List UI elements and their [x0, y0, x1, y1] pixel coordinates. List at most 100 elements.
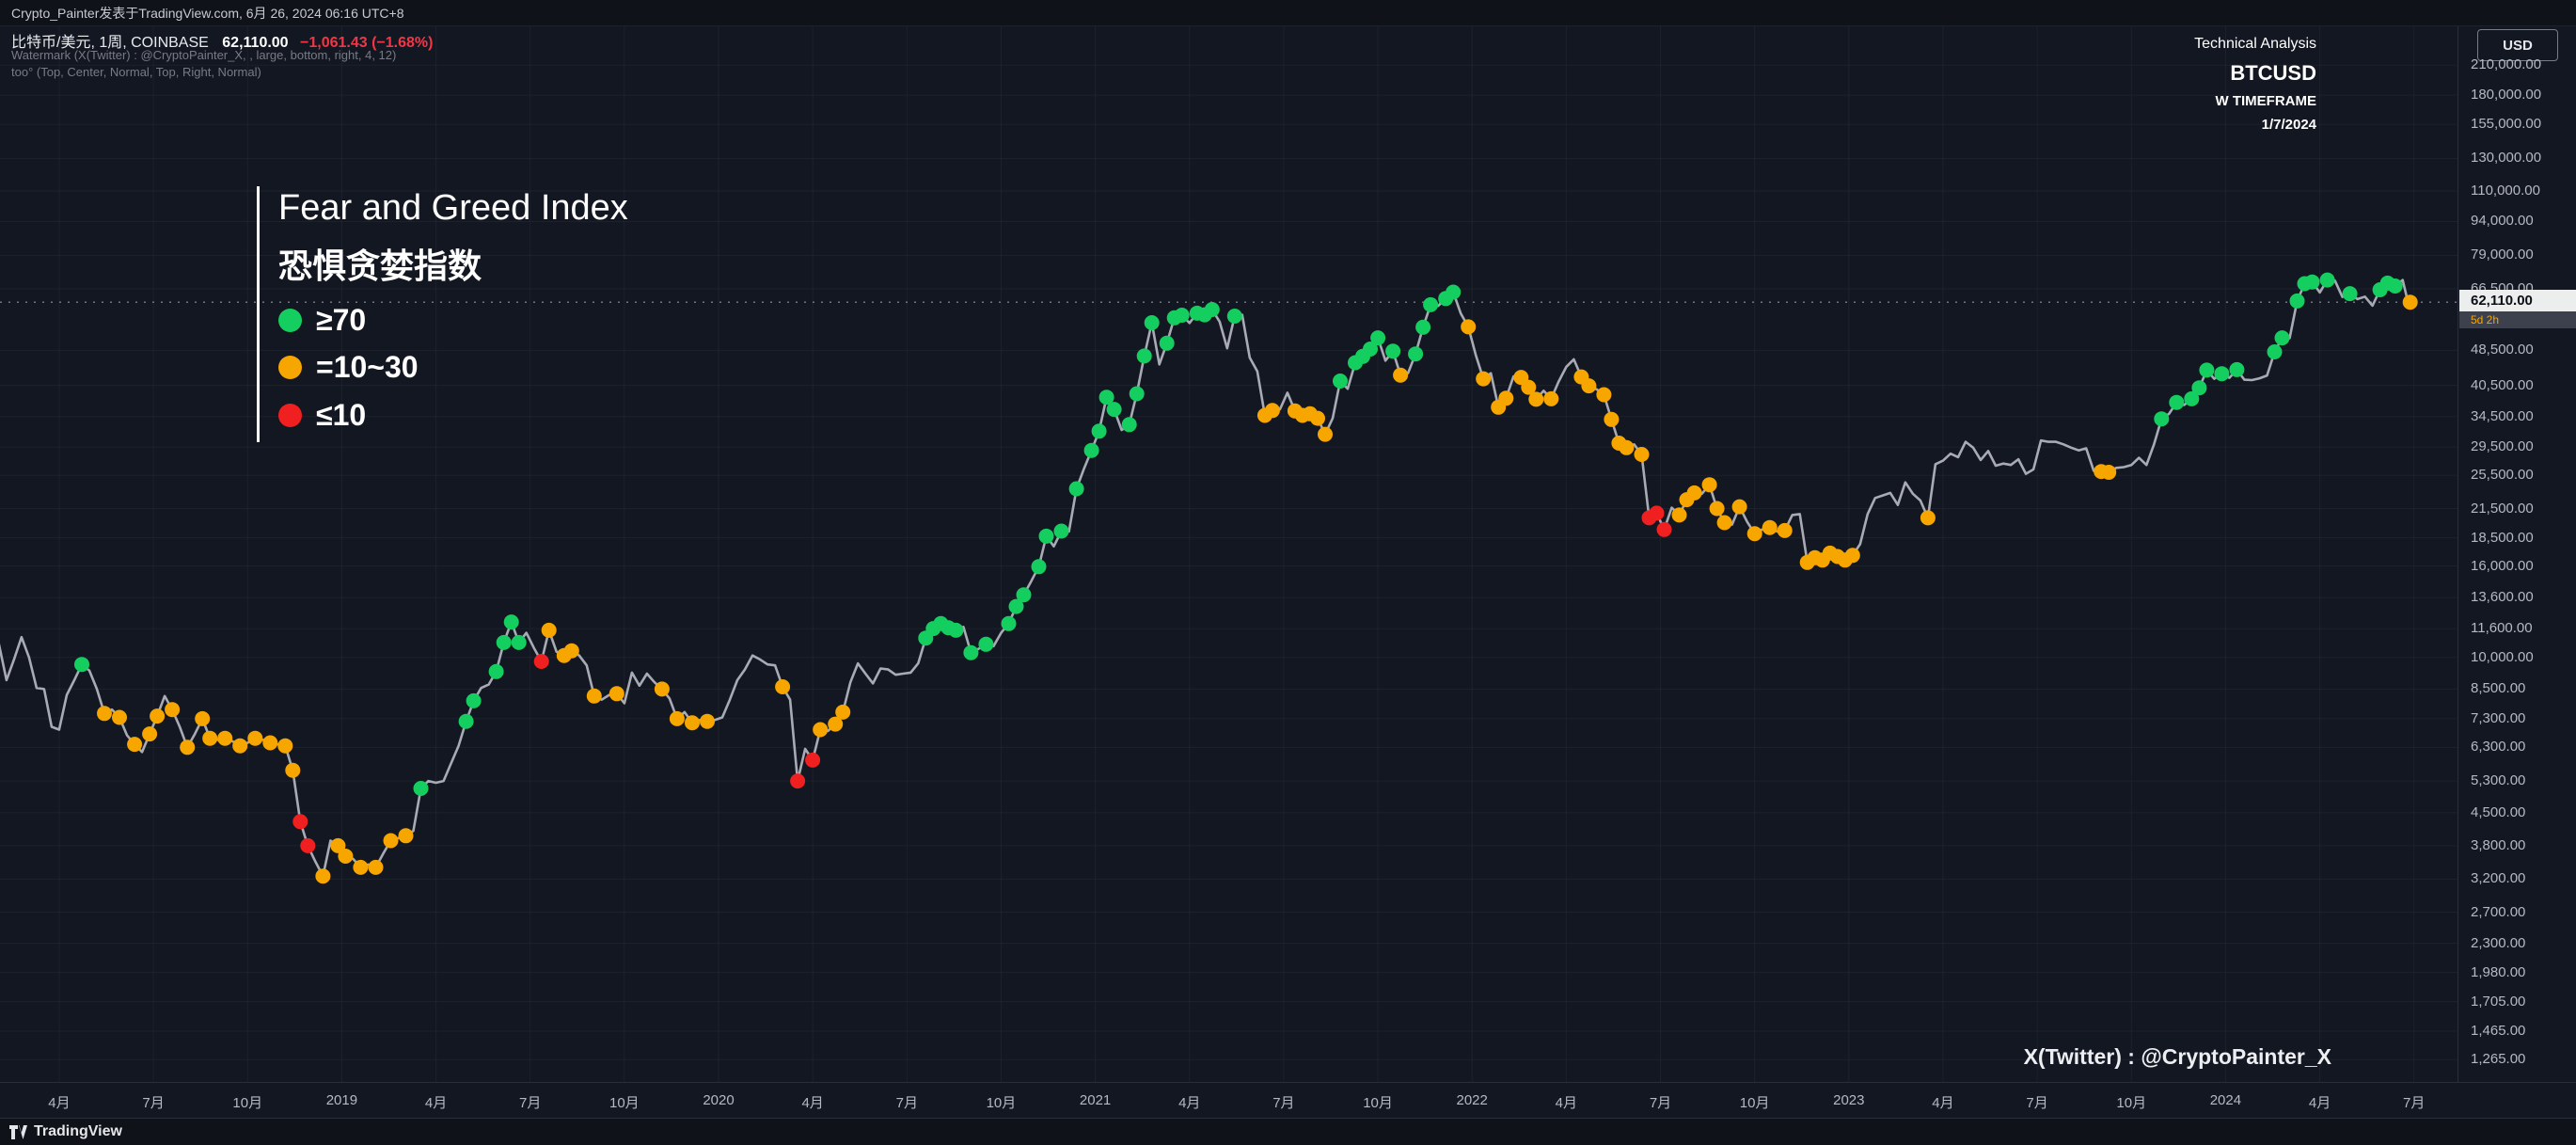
symbol-title[interactable]: 比特币/美元, 1周, COINBASE [11, 35, 209, 51]
fng-marker-o [1596, 387, 1612, 403]
price-chart[interactable] [0, 0, 2457, 1082]
time-axis[interactable]: 4月 7月 10月 2019 4月 7月 10月 2020 4月 7月 10月 2021 4月 7月 10月… [0, 1082, 2576, 1118]
fng-marker-o [338, 849, 354, 864]
price-axis-label: 7,300.00 [2471, 709, 2526, 726]
legend-item-extreme-fear: ≤10 [278, 398, 366, 432]
price-axis-label: 110,000.00 [2471, 182, 2540, 199]
fng-marker-o [1476, 371, 1492, 387]
price-axis-label: 1,980.00 [2471, 963, 2526, 980]
fng-marker-g [2319, 272, 2335, 288]
time-axis-label: 10月 [1739, 1095, 1770, 1111]
fng-marker-r [533, 654, 549, 669]
symbol-last-price: 62,110.00 [222, 35, 289, 51]
fng-marker-g [458, 713, 474, 729]
fng-marker-g [1363, 342, 1378, 357]
time-axis-label: 4月 [2308, 1095, 2331, 1111]
fng-marker-o [685, 715, 700, 731]
time-axis-label: 4月 [48, 1095, 71, 1111]
fng-marker-g [1038, 528, 1054, 544]
fng-marker-g [2169, 394, 2185, 410]
price-axis-label: 155,000.00 [2471, 116, 2542, 133]
price-axis-label: 11,600.00 [2471, 620, 2533, 637]
price-axis-label: 210,000.00 [2471, 56, 2542, 73]
fng-marker-o [608, 686, 624, 702]
fng-marker-o [112, 709, 127, 725]
fng-marker-o [563, 643, 579, 659]
fng-marker-g [1106, 402, 1122, 418]
fng-marker-o [1762, 519, 1778, 535]
time-axis-label: 4月 [1555, 1095, 1578, 1111]
fng-marker-g [2199, 362, 2215, 378]
watermark-settings-text: Watermark (X(Twitter) : @CryptoPainter_X… [11, 48, 397, 62]
price-axis-label: 48,500.00 [2471, 342, 2534, 358]
fng-marker-o [1671, 507, 1687, 523]
time-axis-label: 2020 [703, 1092, 735, 1108]
price-axis-label: 3,200.00 [2471, 870, 2526, 887]
fng-marker-o [398, 828, 414, 844]
price-axis-label: 79,000.00 [2471, 246, 2534, 263]
fng-marker-o [127, 737, 143, 753]
fng-marker-o [1920, 510, 1936, 526]
chart-canvas[interactable]: 比特币/美元, 1周, COINBASE 62,110.00 −1,061.43… [0, 0, 2457, 1082]
fng-marker-g [1226, 309, 1242, 324]
tool-settings-text: too° (Top, Center, Normal, Top, Right, N… [11, 65, 261, 79]
fng-marker-o [202, 730, 218, 746]
fng-marker-o [1310, 410, 1325, 426]
tradingview-brand[interactable]: TradingView [34, 1123, 122, 1139]
fng-marker-r [300, 837, 316, 853]
price-axis-label: 1,705.00 [2471, 993, 2526, 1010]
fng-marker-o [195, 710, 211, 726]
price-axis-label: 2,700.00 [2471, 903, 2526, 920]
fng-marker-o [262, 735, 278, 751]
price-axis-label: 34,500.00 [2471, 407, 2534, 424]
fng-marker-r [1649, 505, 1665, 521]
price-axis[interactable]: USD 210,000.00 180,000.00 155,000.00 130,00… [2457, 0, 2576, 1082]
tradingview-logo-icon[interactable] [9, 1124, 27, 1140]
symbol-legend-row[interactable]: 比特币/美元, 1周, COINBASE 62,110.00 −1,061.43… [11, 29, 433, 52]
time-axis-label: 2019 [325, 1092, 358, 1108]
fng-marker-o [97, 706, 112, 722]
publish-info: Crypto_Painter发表于TradingView.com, 6月 26,… [11, 5, 404, 21]
fng-marker-o [1709, 501, 1725, 517]
fng-marker-o [1686, 485, 1702, 501]
legend-item-label: =10~30 [316, 349, 419, 384]
fng-marker-g [1121, 417, 1137, 433]
fng-marker-o [1731, 499, 1747, 515]
fng-marker-o [669, 710, 685, 726]
fng-marker-g [1001, 615, 1017, 631]
time-axis-label: 10月 [986, 1095, 1017, 1111]
fng-marker-g [948, 622, 964, 638]
fng-marker-o [828, 716, 844, 732]
price-axis-label: 10,000.00 [2471, 648, 2534, 665]
fng-marker-g [2342, 286, 2358, 302]
fng-marker-g [2229, 361, 2245, 377]
fng-legend-subtitle: 恐惧贪婪指数 [278, 246, 482, 285]
fng-marker-g [978, 636, 994, 652]
fng-marker-o [1634, 447, 1650, 462]
legend-anchor-line [257, 186, 260, 442]
fng-marker-o [1777, 522, 1793, 538]
fng-marker-g [2274, 330, 2290, 346]
fng-marker-g [74, 657, 89, 673]
fng-marker-g [1083, 442, 1099, 458]
price-axis-label: 5,300.00 [2471, 772, 2526, 789]
time-axis-label: 7月 [142, 1095, 165, 1111]
fng-marker-o [330, 837, 346, 853]
fng-marker-g [1408, 346, 1424, 362]
time-axis-label: 10月 [609, 1095, 640, 1111]
fng-marker-g [1385, 343, 1401, 359]
technical-analysis-block: Technical Analysis BTCUSD W TIMEFRAME 1/… [2194, 36, 2316, 133]
fng-marker-g [1016, 587, 1032, 603]
price-axis-label: 13,600.00 [2471, 589, 2534, 606]
fng-marker-o [217, 730, 233, 746]
fng-marker-o [1716, 515, 1732, 531]
fng-marker-g [1446, 284, 1462, 300]
currency-toggle-button[interactable]: USD [2477, 29, 2558, 61]
price-axis-label: 6,300.00 [2471, 739, 2526, 755]
top-bar: Crypto_Painter发表于TradingView.com, 6月 26,… [0, 0, 2576, 26]
legend-item-fear: =10~30 [278, 350, 419, 384]
fng-marker-o [368, 859, 384, 875]
fng-marker-g [496, 634, 512, 650]
fng-marker-o [1318, 426, 1333, 442]
fng-marker-g [1159, 335, 1175, 351]
